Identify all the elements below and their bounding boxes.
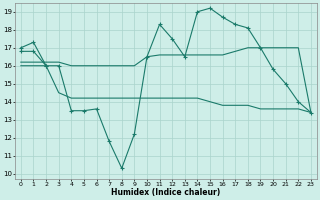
X-axis label: Humidex (Indice chaleur): Humidex (Indice chaleur) <box>111 188 220 197</box>
